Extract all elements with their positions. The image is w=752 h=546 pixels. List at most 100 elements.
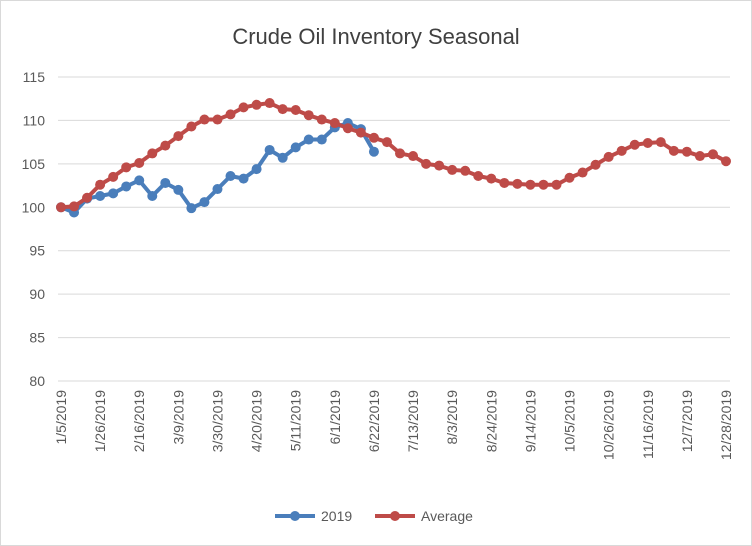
series-marker [290,142,301,153]
x-tick-label: 4/20/2019 [249,390,265,452]
series-marker [238,102,249,113]
x-tick-label: 12/28/2019 [718,390,734,460]
x-tick-label: 2/16/2019 [131,390,147,452]
series-marker [329,118,340,129]
x-tick-label: 3/30/2019 [209,390,225,452]
x-tick-label: 6/1/2019 [327,390,343,445]
x-tick-label: 8/24/2019 [483,390,499,452]
series-marker [225,171,236,182]
series-marker [381,137,392,148]
legend-marker [290,511,300,521]
series-marker [95,179,106,190]
series-marker [486,173,497,184]
series-marker [108,171,119,182]
x-tick-label: 9/14/2019 [522,390,538,452]
series-marker [56,202,66,213]
legend-label: 2019 [321,508,352,524]
x-tick-label: 3/9/2019 [170,390,186,445]
series-marker [368,146,379,157]
series-marker [290,105,301,116]
x-tick-label: 10/5/2019 [562,390,578,452]
series-marker [421,158,432,169]
series-marker [473,171,484,182]
series-marker [590,159,601,170]
series-marker [642,138,653,149]
series-marker [668,145,679,156]
series-marker [538,179,549,190]
y-tick-label: 105 [22,156,46,172]
x-tick-label: 5/11/2019 [288,390,304,451]
series-marker [368,132,379,143]
y-tick-label: 110 [23,112,46,128]
x-tick-label: 12/7/2019 [679,390,695,452]
series-line [60,101,727,210]
legend-label: Average [421,508,473,524]
series-marker [277,152,288,163]
y-tick-label: 95 [29,243,45,259]
x-tick-label: 7/13/2019 [405,390,421,452]
series-marker [277,104,288,115]
series-marker [460,165,471,176]
series-marker [160,140,171,151]
x-tick-label: 10/26/2019 [601,390,617,460]
chart-title: Crude Oil Inventory Seasonal [232,24,519,49]
x-tick-label: 6/22/2019 [366,390,382,452]
series-marker [147,148,158,159]
series-marker [173,131,184,142]
series-marker [212,114,223,125]
series-marker [681,146,692,157]
series-marker [408,151,419,162]
series-marker [251,99,262,110]
series-marker [147,190,158,201]
series-marker [212,184,223,195]
series-marker [721,156,731,167]
series-marker [199,114,210,125]
series-marker [707,149,718,160]
series-marker [264,98,275,109]
series-marker [342,123,353,134]
y-tick-label: 115 [23,69,46,85]
series-marker [499,177,510,188]
series-marker [395,148,406,159]
y-tick-label: 100 [22,199,46,215]
series-marker [134,157,145,168]
series-marker [121,181,132,192]
legend-marker [390,511,400,521]
series-marker [108,188,119,199]
series-marker [316,114,327,125]
series-marker [316,134,327,145]
series-marker [121,162,132,173]
series-marker [525,179,536,190]
series-marker [629,139,640,150]
x-tick-label: 8/3/2019 [444,390,460,445]
series-marker [577,167,588,178]
series-marker [551,179,562,190]
series-marker [186,121,197,132]
series-marker [186,203,197,214]
series-marker [603,151,614,162]
series-marker [69,201,80,212]
series-marker [434,160,445,171]
x-tick-label: 11/16/2019 [640,390,656,459]
series-marker [512,178,523,189]
series-marker [616,145,627,156]
series-marker [82,192,93,203]
y-tick-label: 90 [29,286,45,302]
series-marker [225,109,236,120]
series-marker [160,177,171,188]
series-marker [238,173,249,184]
series-marker [447,164,458,175]
series-marker [199,197,210,208]
series-marker [134,175,145,186]
series-marker [694,151,705,162]
series-marker [564,172,575,183]
series-marker [264,144,275,155]
series-marker [655,137,666,148]
series-marker [355,127,366,138]
series-marker [95,190,106,201]
series-marker [303,134,314,145]
series-marker [303,110,314,121]
series-marker [173,184,184,195]
